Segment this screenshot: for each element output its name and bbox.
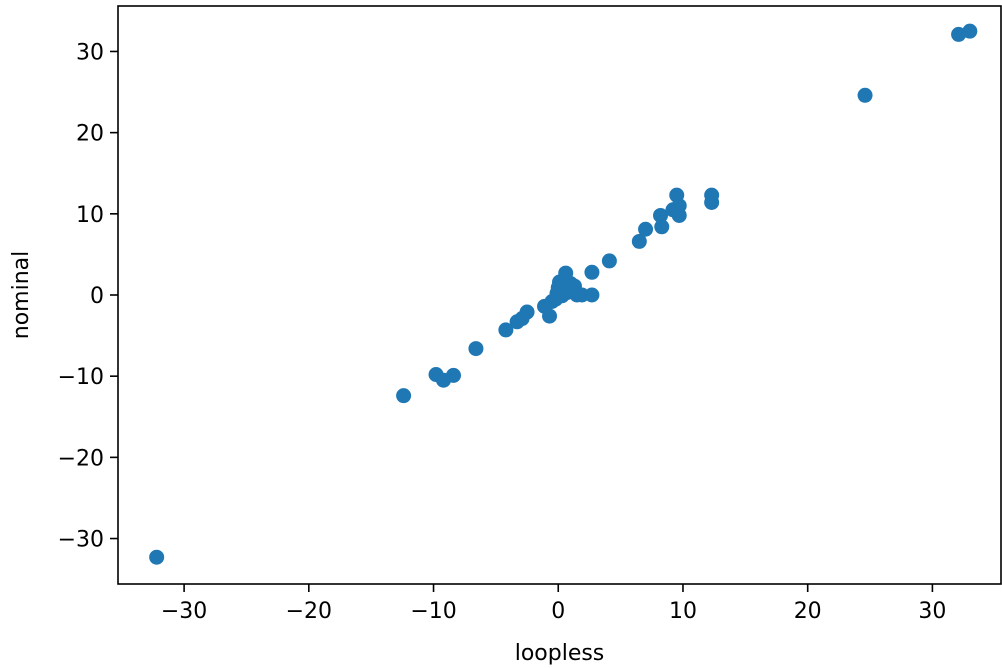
data-point-5 — [468, 341, 484, 357]
y-tick-label: 0 — [90, 284, 104, 309]
data-point-30 — [584, 264, 600, 280]
x-axis-ticks: −30 −20 −10 0 10 20 30 — [161, 584, 946, 624]
data-point-11 — [542, 308, 558, 324]
data-point-32 — [631, 233, 647, 249]
x-tick-label: −20 — [286, 599, 332, 624]
y-tick-label: 20 — [76, 122, 104, 147]
y-axis-label: nominal — [9, 251, 34, 339]
data-point-35 — [654, 219, 670, 235]
y-axis-ticks: −30 −20 −10 0 10 20 30 — [58, 40, 118, 553]
x-tick-label: 10 — [669, 599, 697, 624]
data-point-0 — [149, 549, 165, 565]
data-point-44 — [962, 23, 978, 39]
data-point-29 — [584, 287, 600, 303]
y-tick-label: 30 — [76, 40, 104, 65]
data-points — [149, 23, 978, 565]
x-tick-label: 20 — [794, 599, 822, 624]
x-tick-label: −30 — [161, 599, 207, 624]
data-point-39 — [671, 207, 687, 223]
x-axis-label: loopless — [515, 641, 605, 666]
x-tick-label: −10 — [410, 599, 456, 624]
data-point-33 — [638, 221, 654, 237]
y-tick-label: −30 — [58, 528, 104, 553]
data-point-4 — [445, 367, 461, 383]
data-point-34 — [653, 207, 669, 223]
data-point-42 — [857, 87, 873, 103]
data-point-6 — [498, 322, 514, 338]
data-point-31 — [601, 253, 617, 269]
y-tick-label: −20 — [58, 446, 104, 471]
y-tick-label: 10 — [76, 203, 104, 228]
data-point-41 — [704, 194, 720, 210]
x-tick-label: 30 — [918, 599, 946, 624]
y-tick-label: −10 — [58, 365, 104, 390]
data-point-9 — [519, 304, 535, 320]
x-tick-label: 0 — [551, 599, 565, 624]
data-point-1 — [396, 388, 412, 404]
